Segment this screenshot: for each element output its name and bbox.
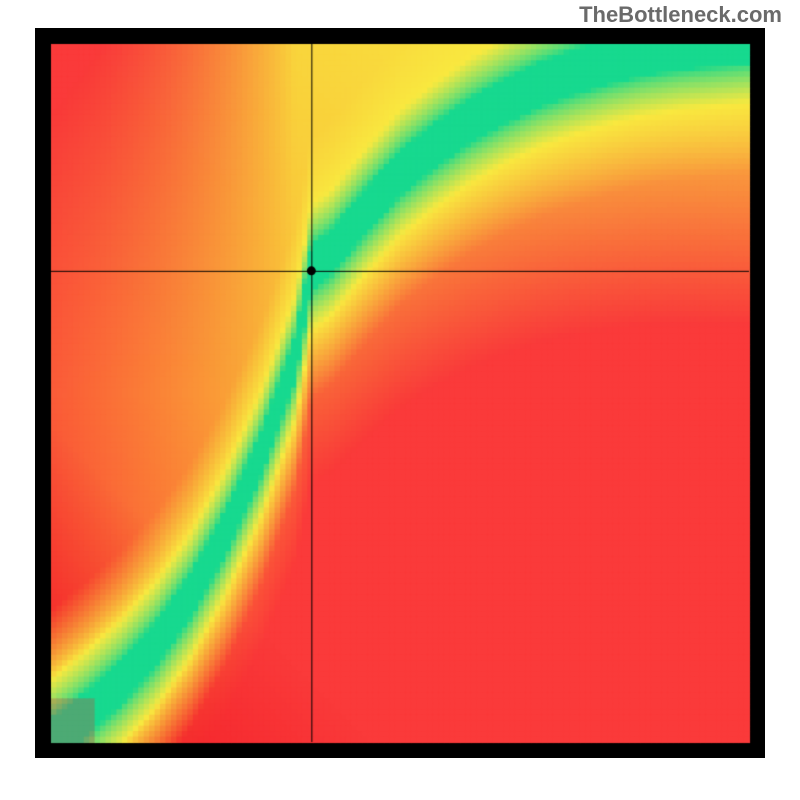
chart-container: TheBottleneck.com bbox=[0, 0, 800, 800]
heatmap-canvas bbox=[35, 28, 765, 758]
watermark-text: TheBottleneck.com bbox=[579, 2, 782, 28]
plot-frame bbox=[35, 28, 765, 758]
